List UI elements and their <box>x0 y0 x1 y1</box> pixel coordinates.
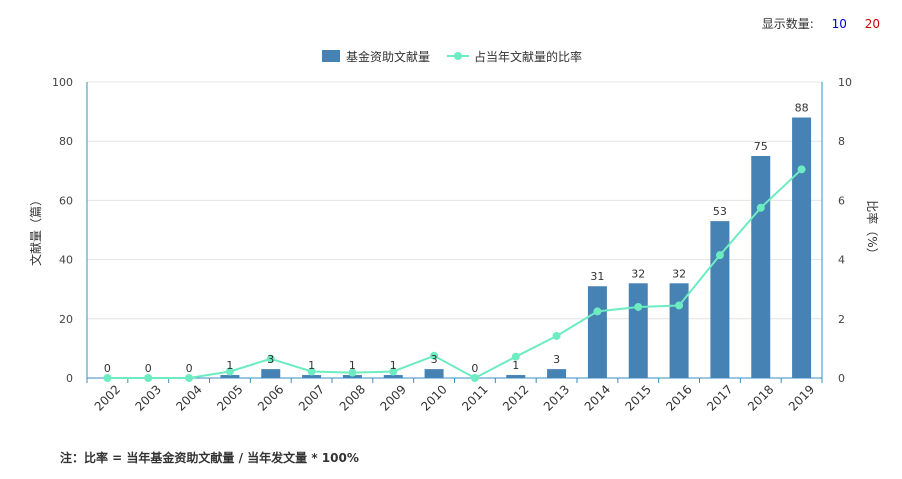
ratio-point <box>144 374 153 382</box>
y2-tick-label: 6 <box>838 194 845 207</box>
x-tick-label: 2011 <box>459 382 490 413</box>
bar <box>587 286 607 378</box>
bar-value-label: 3 <box>553 353 560 366</box>
ratio-point <box>675 301 684 310</box>
x-tick-label: 2019 <box>786 382 817 413</box>
ratio-point <box>103 374 112 382</box>
ratio-point <box>593 307 602 316</box>
ratio-point <box>185 374 194 382</box>
y-tick-label: 0 <box>66 372 73 385</box>
y2-tick-label: 8 <box>838 135 845 148</box>
ratio-point <box>756 203 765 212</box>
bar <box>302 375 322 378</box>
bar-value-label: 0 <box>104 362 111 375</box>
ratio-point <box>389 367 398 376</box>
x-tick-label: 2002 <box>92 382 123 413</box>
bar-value-label: 53 <box>713 205 727 218</box>
display-count-control: 显示数量: 10 20 <box>762 15 880 32</box>
bar <box>751 156 771 378</box>
x-tick-label: 2016 <box>663 382 694 413</box>
bar-value-label: 32 <box>631 267 645 280</box>
display-count-label: 显示数量: <box>761 17 814 31</box>
x-tick-label: 2015 <box>623 382 654 413</box>
legend-line-label: 占当年文献量的比率 <box>474 49 582 64</box>
legend-bar-label: 基金资助文献量 <box>346 49 430 64</box>
bar <box>383 375 403 378</box>
bar <box>424 369 444 378</box>
y2-tick-label: 4 <box>838 254 845 267</box>
x-tick-label: 2008 <box>337 382 368 413</box>
chart-footnote: 注：比率 = 当年基金资助文献量 / 当年发文量 * 100% <box>60 451 359 465</box>
bar-value-label: 32 <box>672 267 686 280</box>
bar-value-label: 1 <box>226 359 233 372</box>
legend: 基金资助文献量 占当年文献量的比率 <box>322 49 582 64</box>
legend-bar-swatch <box>322 50 340 62</box>
y-tick-label: 20 <box>59 313 73 326</box>
bar <box>628 283 648 378</box>
y-tick-label: 60 <box>59 194 73 207</box>
y2-tick-label: 2 <box>838 313 845 326</box>
ratio-point <box>470 374 479 382</box>
ratio-point <box>552 331 561 340</box>
bar-value-label: 88 <box>795 102 809 115</box>
x-tick-label: 2007 <box>296 382 327 413</box>
ratio-point <box>797 165 806 174</box>
ratio-point <box>634 302 643 311</box>
x-tick-label: 2017 <box>704 382 735 413</box>
bar-series <box>220 117 812 379</box>
bar-value-label: 31 <box>590 270 604 283</box>
display-count-option-10[interactable]: 10 <box>831 17 847 31</box>
y-tick-label: 100 <box>52 76 73 89</box>
bar <box>506 375 526 378</box>
x-tick-label: 2010 <box>418 382 449 413</box>
ratio-point <box>511 352 520 361</box>
x-tick-label: 2018 <box>745 382 776 413</box>
y-tick-label: 80 <box>59 135 73 148</box>
bar-value-label: 0 <box>471 362 478 375</box>
display-count-option-20[interactable]: 20 <box>864 17 880 31</box>
bar <box>792 117 812 379</box>
bar <box>710 221 730 378</box>
bar <box>261 369 281 378</box>
ratio-point <box>430 351 439 360</box>
bar-value-label: 1 <box>390 359 397 372</box>
x-tick-label: 2006 <box>255 382 286 413</box>
bar-value-label: 1 <box>349 359 356 372</box>
y-tick-label: 40 <box>59 254 73 267</box>
y-axis-title: 文献量（篇） <box>28 194 43 266</box>
ratio-point <box>348 368 357 377</box>
x-tick-label: 2005 <box>214 382 245 413</box>
bar-value-label: 3 <box>431 353 438 366</box>
bar-value-label: 0 <box>145 362 152 375</box>
bar-value-label: 0 <box>186 362 193 375</box>
ratio-point <box>266 354 275 363</box>
x-tick-label: 2012 <box>500 382 531 413</box>
line-series <box>103 165 806 382</box>
y2-tick-label: 0 <box>838 372 845 385</box>
x-tick-label: 2014 <box>582 382 613 413</box>
bar-value-label: 3 <box>267 353 274 366</box>
ratio-line <box>107 168 803 380</box>
ratio-point <box>225 367 234 376</box>
bar-value-label: 75 <box>754 140 768 153</box>
bar-value-label: 1 <box>512 359 519 372</box>
bar <box>547 369 567 378</box>
bar <box>220 375 240 378</box>
y2-axis-title: 比率（%） <box>865 200 880 259</box>
legend-line-marker <box>454 52 462 60</box>
x-tick-label: 2003 <box>133 382 164 413</box>
x-tick-label: 2009 <box>378 382 409 413</box>
y2-tick-label: 10 <box>838 76 852 89</box>
x-tick-label: 2004 <box>173 382 204 413</box>
ratio-point <box>715 251 724 260</box>
bar <box>669 283 689 378</box>
ratio-point <box>307 367 316 376</box>
bar-value-label: 1 <box>308 359 315 372</box>
x-tick-label: 2013 <box>541 382 572 413</box>
